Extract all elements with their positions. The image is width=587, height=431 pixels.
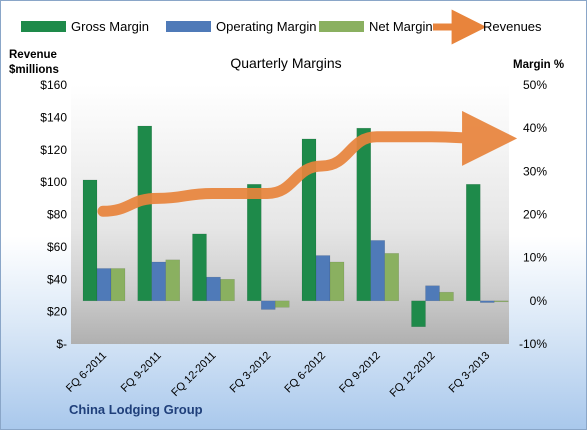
x-tick-label: FQ 6-2011 [64, 350, 109, 395]
bar-gross-margin [137, 125, 152, 302]
plot-area [71, 85, 509, 344]
bar-gross-margin [356, 127, 371, 302]
y-right-tick-label: 0% [530, 294, 548, 308]
x-tick-label: FQ 3-2012 [228, 350, 274, 396]
legend-label: Gross Margin [71, 19, 149, 34]
y-left-tick-label: $120 [40, 143, 67, 157]
legend-swatch [319, 21, 364, 32]
bar-gross-margin [466, 184, 481, 302]
bar-net-margin [165, 259, 180, 302]
x-tick-label: FQ 6-2012 [282, 350, 328, 396]
bar-operating-margin [206, 276, 221, 302]
legend-swatch [21, 21, 66, 32]
x-tick-label: FQ 9-2011 [119, 350, 164, 395]
y-right-tick-label: 40% [523, 121, 547, 135]
y-left-tick-label: $60 [47, 240, 67, 254]
y-right-tick-label: 20% [523, 208, 547, 222]
y-right-tick-label: 10% [523, 251, 547, 265]
bar-net-margin [275, 300, 290, 308]
bar-net-margin [110, 268, 126, 302]
legend-label: Revenues [483, 19, 542, 34]
x-tick-label: FQ 9-2012 [337, 350, 383, 396]
y-left-tick-label: $- [56, 337, 67, 351]
bar-net-margin [220, 279, 235, 302]
y-left-tick-label: $140 [40, 110, 67, 124]
bar-operating-margin [315, 255, 331, 302]
x-tick-label: FQ 12-2011 [169, 350, 218, 399]
bar-operating-margin [370, 240, 385, 302]
y-right-tick-label: 50% [523, 78, 547, 92]
x-axis: FQ 6-2011 FQ 9-2011 FQ 12-2011 FQ 3-2012 FQ … [64, 350, 492, 400]
bars [82, 125, 509, 327]
bar-operating-margin [480, 300, 495, 303]
y-left-title-line2: $millions [9, 64, 59, 76]
y-right-title: Margin % [513, 59, 564, 71]
revenues-series-line [97, 110, 518, 217]
y-left-tick-label: $100 [40, 175, 67, 189]
footer-company: China Lodging Group [69, 402, 203, 417]
bar-gross-margin [411, 300, 426, 327]
bar-gross-margin [301, 138, 317, 302]
y-left-tick-label: $80 [47, 208, 67, 222]
bar-gross-margin [82, 179, 98, 302]
chart-title: Quarterly Margins [230, 55, 341, 71]
revenue-line [97, 110, 518, 217]
x-tick-label: FQ 12-2012 [388, 350, 438, 400]
y-left-axis: $- $20 $40 $60 $80 $100 $120 $140 $160 [40, 78, 67, 351]
bar-net-margin [439, 291, 454, 302]
bar-net-margin [384, 253, 399, 302]
bar-operating-margin [96, 268, 112, 302]
legend-label: Operating Margin [216, 19, 316, 34]
legend: Gross Margin Operating Margin Net Margin Re… [21, 9, 542, 45]
y-left-tick-label: $160 [40, 78, 67, 92]
bar-gross-margin [192, 233, 207, 302]
bar-gross-margin [247, 184, 262, 302]
bar-operating-margin [261, 300, 276, 310]
bar-operating-margin [425, 285, 440, 302]
x-tick-label: FQ 3-2013 [447, 350, 493, 396]
bar-net-margin [494, 300, 509, 303]
y-right-axis: -10% 0% 10% 20% 30% 40% 50% [519, 78, 547, 351]
y-right-tick-label: 30% [523, 164, 547, 178]
y-left-tick-label: $20 [47, 305, 67, 319]
legend-swatch [166, 21, 211, 32]
y-left-tick-label: $40 [47, 272, 67, 286]
bar-net-margin [329, 261, 345, 302]
legend-label: Net Margin [369, 19, 433, 34]
y-right-tick-label: -10% [519, 337, 547, 351]
bar-operating-margin [151, 261, 166, 302]
y-left-title-line1: Revenue [9, 49, 57, 61]
